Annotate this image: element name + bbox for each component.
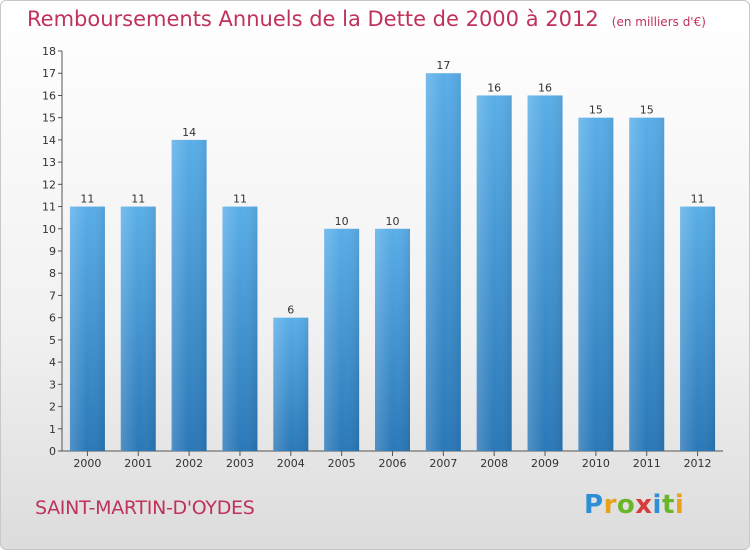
bar-shine-2009 [527, 95, 563, 451]
bar-shine-2003 [222, 206, 258, 451]
y-tick-label: 3 [49, 378, 56, 391]
data-label-2007: 17 [436, 59, 450, 72]
bar-shine-2008 [476, 95, 512, 451]
data-label-2008: 16 [487, 81, 501, 94]
bar-shine-2005 [324, 228, 360, 451]
x-tick-label: 2008 [480, 457, 508, 470]
chart-data-labels: 11 11 14 11 6 10 10 17 16 16 15 15 11 [80, 59, 704, 316]
x-tick-label: 2012 [684, 457, 712, 470]
data-label-2012: 11 [691, 193, 705, 206]
y-tick-label: 8 [49, 267, 56, 280]
x-tick-label: 2002 [175, 457, 203, 470]
bar-shine-2001 [120, 206, 156, 451]
chart-bars [69, 73, 716, 452]
x-tick-label: 2010 [582, 457, 610, 470]
x-tick-label: 2003 [226, 457, 254, 470]
y-tick-label: 5 [49, 334, 56, 347]
data-label-2009: 16 [538, 81, 552, 94]
y-tick-label: 10 [42, 223, 56, 236]
bar-shine-2004 [273, 317, 309, 451]
bar-shine-2000 [69, 206, 105, 451]
chart-title-line: Remboursements Annuels de la Dette de 20… [27, 7, 706, 31]
bar-shine-2007 [425, 73, 461, 451]
proxiti-logo[interactable]: Proxiti [584, 490, 684, 520]
logo-letter: i [652, 490, 662, 520]
y-tick-label: 12 [42, 178, 56, 191]
y-tick-label: 16 [42, 89, 56, 102]
logo-letter: r [603, 490, 617, 520]
data-label-2003: 11 [233, 193, 247, 206]
x-tick-label: 2005 [328, 457, 356, 470]
y-tick-label: 0 [49, 445, 56, 458]
chart-title: Remboursements Annuels de la Dette de 20… [27, 7, 599, 31]
data-label-2000: 11 [80, 193, 94, 206]
x-tick-label: 2011 [633, 457, 661, 470]
data-label-2006: 10 [386, 215, 400, 228]
y-tick-label: 11 [42, 201, 56, 214]
data-label-2005: 10 [335, 215, 349, 228]
y-tick-label: 17 [42, 67, 56, 80]
x-tick-label: 2004 [277, 457, 305, 470]
bar-shine-2010 [578, 117, 614, 452]
chart-unit-label: (en milliers d'€) [611, 15, 706, 29]
data-label-2011: 15 [640, 104, 654, 117]
logo-letter: P [584, 490, 604, 520]
y-tick-label: 9 [49, 245, 56, 258]
x-tick-label: 2009 [531, 457, 559, 470]
y-tick-label: 15 [42, 112, 56, 125]
y-tick-label: 18 [42, 45, 56, 58]
x-tick-label: 2006 [379, 457, 407, 470]
y-tick-label: 7 [49, 289, 56, 302]
logo-letter: t [661, 490, 675, 520]
y-tick-label: 13 [42, 156, 56, 169]
x-tick-label: 2001 [124, 457, 152, 470]
logo-letter: i [674, 490, 685, 520]
data-label-2002: 14 [182, 126, 196, 139]
bar-shine-2002 [171, 139, 207, 451]
logo-letter: x [635, 490, 653, 520]
x-tick-label: 2007 [429, 457, 457, 470]
y-tick-label: 1 [49, 423, 56, 436]
data-label-2010: 15 [589, 104, 603, 117]
y-tick-label: 2 [49, 401, 56, 414]
data-label-2004: 6 [287, 304, 294, 317]
bar-shine-2011 [629, 117, 665, 452]
bar-shine-2006 [375, 228, 410, 451]
logo-letter: o [616, 490, 636, 520]
x-tick-label: 2000 [73, 457, 101, 470]
commune-name: SAINT-MARTIN-D'OYDES [35, 497, 255, 519]
y-tick-label: 4 [49, 356, 56, 369]
bar-shine-2012 [680, 206, 716, 451]
y-tick-label: 14 [42, 134, 56, 147]
data-label-2001: 11 [131, 193, 145, 206]
y-tick-label: 6 [49, 312, 56, 325]
